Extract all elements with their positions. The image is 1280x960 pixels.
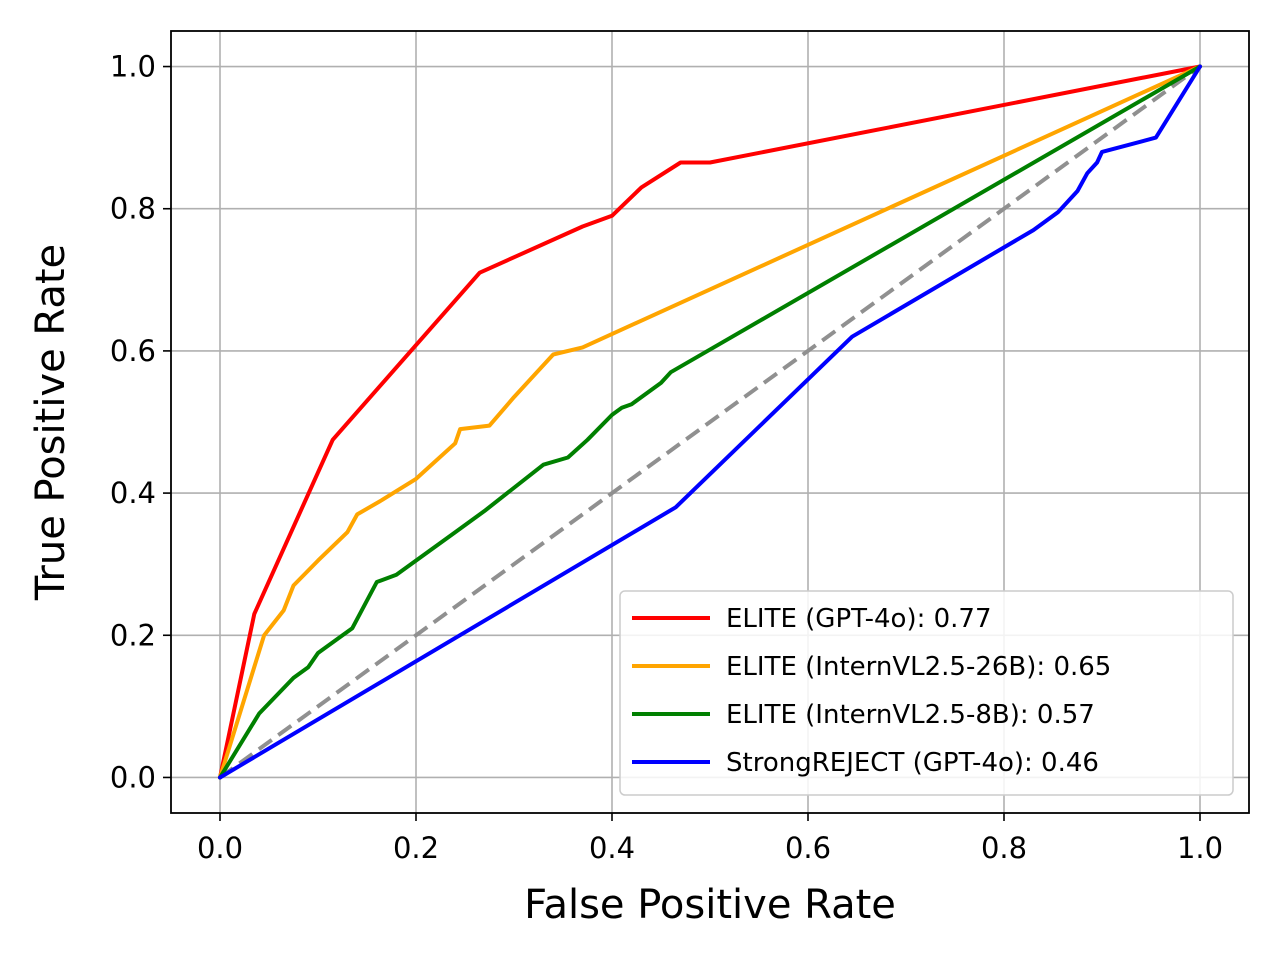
x-tick-label: 1.0 <box>1177 831 1223 865</box>
x-tick-label: 0.6 <box>785 831 831 865</box>
y-tick-label: 0.0 <box>110 760 156 794</box>
y-tick-label: 0.6 <box>110 334 156 368</box>
legend-label: ELITE (GPT-4o): 0.77 <box>726 604 992 634</box>
y-tick-label: 1.0 <box>110 50 156 84</box>
y-tick-label: 0.4 <box>110 476 156 510</box>
series-line-2 <box>218 64 1202 780</box>
x-tick-label: 0.2 <box>393 831 439 865</box>
chance-diagonal <box>218 64 1202 780</box>
legend-box <box>619 590 1234 796</box>
x-tick-label: 0.8 <box>981 831 1027 865</box>
legend: ELITE (GPT-4o): 0.77 ELITE (InternVL2.5-2… <box>619 590 1234 796</box>
series-line-3 <box>218 64 1202 780</box>
y-axis-title: True Positive Rate <box>28 244 74 601</box>
x-tick-label: 0.4 <box>589 831 635 865</box>
legend-label: StrongREJECT (GPT-4o): 0.46 <box>726 748 1099 778</box>
series-lines <box>218 64 1202 780</box>
grid-lines <box>171 31 1249 813</box>
x-axis-title: False Positive Rate <box>524 882 896 928</box>
x-tick-label: 0.0 <box>197 831 243 865</box>
y-tick-label: 0.2 <box>110 618 156 652</box>
series-line-4 <box>218 64 1202 780</box>
series-line-1 <box>218 64 1202 780</box>
plot-frame <box>170 30 1250 814</box>
legend-label: ELITE (InternVL2.5-8B): 0.57 <box>726 700 1095 730</box>
axis-ticks: 0.0 0.2 0.4 0.6 0.8 1.0 0.0 0.2 0.4 0.6 0.8 1.0 <box>110 50 1223 865</box>
y-tick-label: 0.8 <box>110 192 156 226</box>
legend-label: ELITE (InternVL2.5-26B): 0.65 <box>726 652 1111 682</box>
diagonal-line <box>218 64 1202 780</box>
